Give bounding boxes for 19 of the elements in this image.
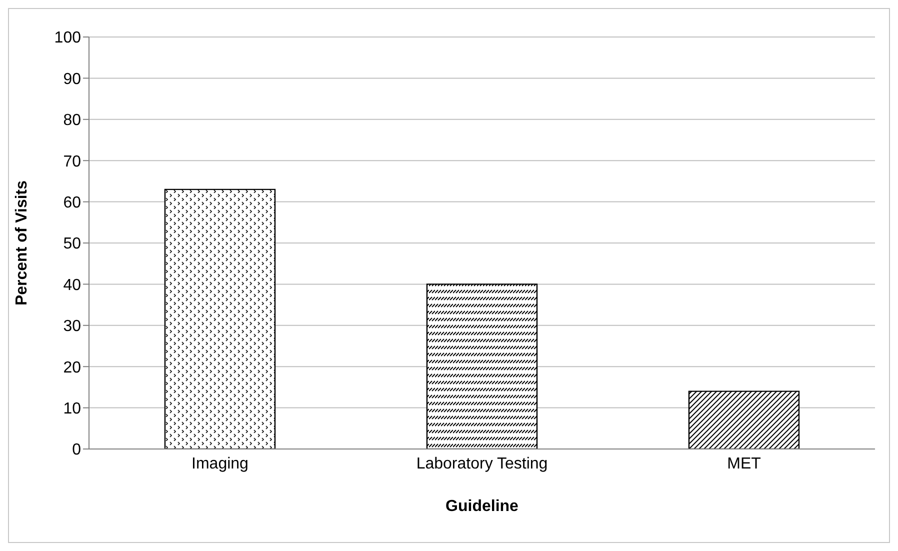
y-axis-title: Percent of Visits: [14, 180, 31, 306]
y-tick-label: 50: [63, 236, 82, 253]
bar: [164, 188, 276, 449]
y-tick-label: 30: [63, 318, 82, 336]
y-tick-label: 70: [63, 153, 82, 170]
bar: [688, 390, 800, 449]
y-tick-label: 60: [63, 194, 82, 212]
x-axis-title: Guideline: [446, 498, 519, 515]
x-tick-label: MET: [727, 455, 762, 472]
x-tick-label: Imaging: [192, 455, 248, 472]
y-tick-label: 100: [54, 30, 82, 47]
y-tick-label: 10: [63, 400, 82, 418]
bar: [426, 284, 538, 449]
y-tick-label: 80: [63, 112, 82, 130]
y-tick-label: 90: [63, 70, 82, 88]
y-tick-label: 40: [63, 276, 82, 294]
x-tick-label: Laboratory Testing: [416, 455, 548, 472]
y-tick-label: 0: [72, 442, 82, 459]
y-tick-label: 20: [63, 359, 82, 376]
